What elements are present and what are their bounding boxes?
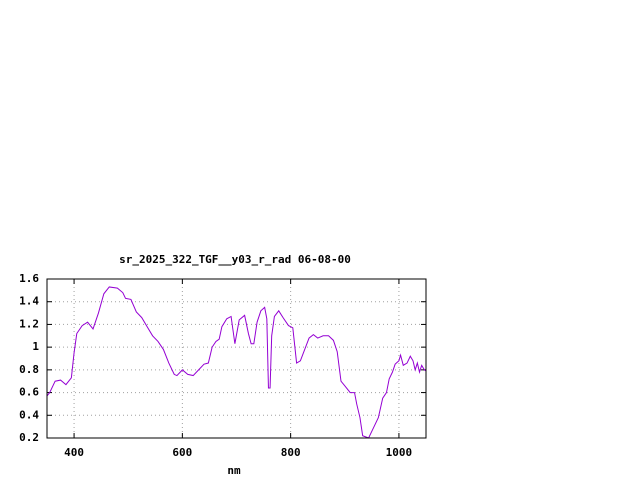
y-tick-label: 1 [32, 340, 39, 353]
x-tick-label: 800 [281, 446, 301, 459]
data-line [46, 286, 427, 439]
plot-border [46, 278, 427, 439]
y-tick-label: 1.6 [19, 272, 39, 285]
x-tick-label: 400 [64, 446, 84, 459]
chart-title: sr_2025_322_TGF__y03_r_rad 06-08-00 [119, 253, 351, 266]
y-tick-label: 1.4 [19, 295, 39, 308]
x-axis-label: nm [227, 464, 241, 477]
y-tick-label: 0.4 [19, 408, 39, 421]
y-tick-label: 0.8 [19, 363, 39, 376]
x-tick-label: 600 [172, 446, 192, 459]
y-tick-label: 0.2 [19, 431, 39, 444]
x-tick-label: 1000 [386, 446, 413, 459]
y-tick-label: 1.2 [19, 317, 39, 330]
y-tick-label: 0.6 [19, 386, 39, 399]
